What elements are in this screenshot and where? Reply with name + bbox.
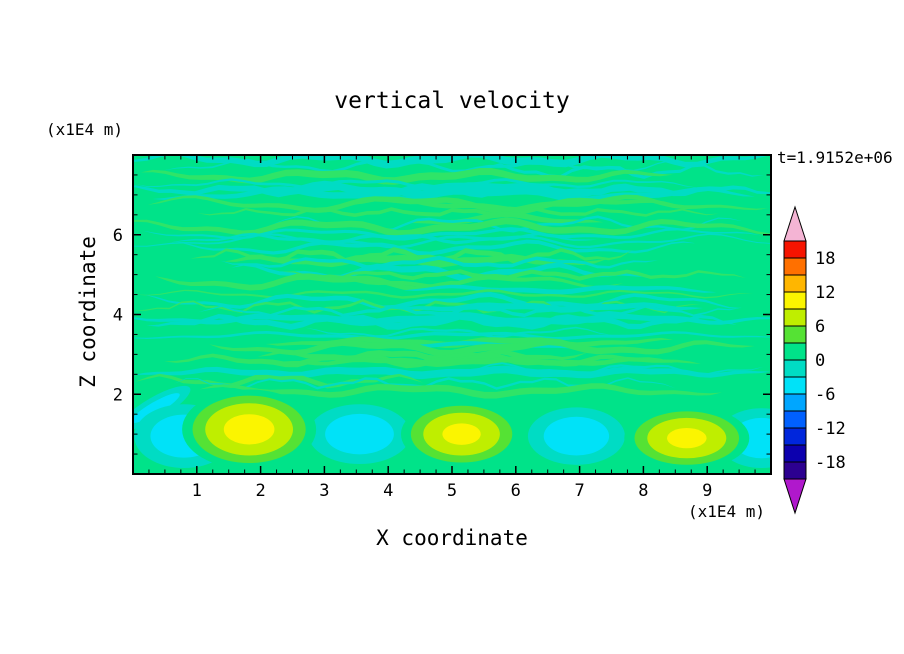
velocity-streak	[430, 362, 764, 376]
colorbar-band	[783, 325, 807, 344]
colorbar-band	[783, 376, 807, 395]
colorbar-label: 0	[815, 351, 825, 371]
velocity-streak	[133, 331, 771, 341]
colorbar-label: 18	[815, 249, 835, 269]
y-tick-label: 2	[113, 385, 123, 405]
colorbar-band	[783, 393, 807, 412]
velocity-streak	[142, 227, 761, 241]
tick-labels: 1 2 3 4 5 6 7 8 9 2 4 6	[113, 226, 713, 501]
colorbar-band	[783, 444, 807, 463]
colorbar-band	[783, 291, 807, 310]
colorbar-label: 6	[815, 317, 825, 337]
colorbar-band	[783, 308, 807, 327]
chart-title: vertical velocity	[334, 88, 570, 114]
velocity-streak	[147, 194, 769, 214]
colorbar-band	[783, 342, 807, 361]
timestamp: t=1.9152e+06	[777, 148, 893, 167]
velocity-streak	[199, 383, 722, 399]
downdraft-cell	[325, 413, 394, 455]
colorbar-label: 12	[815, 283, 835, 303]
colorbar-band	[783, 410, 807, 429]
x-tick-label: 7	[574, 481, 584, 501]
velocity-streak	[282, 269, 746, 281]
velocity-streak	[164, 158, 682, 173]
velocity-streak	[268, 356, 702, 367]
velocity-streak	[140, 168, 673, 185]
x-tick-label: 4	[383, 481, 393, 501]
velocity-streak	[177, 239, 696, 256]
velocity-streak	[171, 232, 598, 245]
x-tick-label: 9	[702, 481, 712, 501]
x-tick-label: 5	[447, 481, 457, 501]
colorbar-label: -6	[815, 385, 835, 405]
colorbar-under-cap	[783, 478, 807, 515]
colorbar-over-cap	[783, 205, 807, 242]
velocity-streak	[133, 393, 180, 423]
colorbar: 18 12 6 0 -6 -12 -18	[783, 205, 846, 515]
velocity-streak	[394, 302, 704, 313]
colorbar-band	[783, 240, 807, 259]
velocity-streak	[350, 196, 689, 213]
colorbar-band	[783, 274, 807, 293]
velocity-streak	[133, 233, 771, 249]
x-tick-label: 6	[511, 481, 521, 501]
velocity-streak	[304, 326, 612, 339]
y-tick-label: 4	[113, 306, 123, 326]
velocity-streak	[197, 207, 719, 218]
x-tick-label: 3	[319, 481, 329, 501]
velocity-streak	[220, 255, 658, 269]
velocity-streak	[133, 217, 771, 238]
colorbar-label: -12	[815, 419, 846, 439]
x-tick-label: 1	[192, 481, 202, 501]
y-tick-label: 6	[113, 226, 123, 246]
x-tick-label: 8	[638, 481, 648, 501]
x-axis-title: X coordinate	[376, 526, 528, 550]
updraft-cell	[223, 414, 275, 445]
x-axis-unit: (x1E4 m)	[688, 502, 766, 521]
colorbar-band	[783, 461, 807, 480]
colorbar-band	[783, 427, 807, 446]
y-axis-unit: (x1E4 m)	[46, 120, 124, 139]
velocity-streak	[155, 273, 463, 291]
velocity-streak	[305, 274, 624, 289]
colorbar-label: -18	[815, 453, 846, 473]
x-tick-label: 2	[255, 481, 265, 501]
velocity-streak	[146, 312, 737, 330]
colorbar-band	[783, 257, 807, 276]
velocity-streak	[209, 338, 755, 358]
contour-field	[133, 155, 771, 474]
axis-ticks	[133, 155, 771, 474]
updraft-cell	[666, 428, 707, 449]
updraft-cell	[442, 423, 481, 445]
colorbar-band	[783, 359, 807, 378]
downdraft-cell	[543, 416, 610, 456]
velocity-streak	[403, 284, 717, 295]
